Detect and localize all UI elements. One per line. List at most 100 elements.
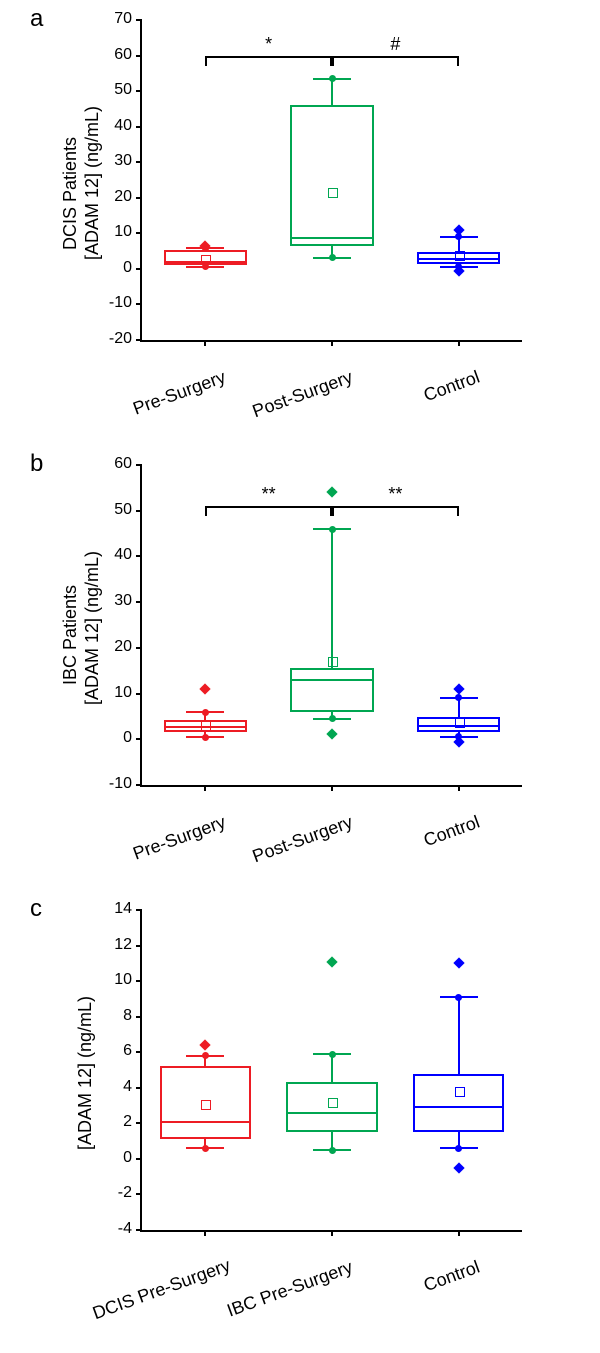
significance-label: ** [254, 484, 284, 505]
ytick-label: -20 [92, 330, 132, 348]
whisker-dot [329, 254, 336, 261]
figure: a -20-10010203040506070Pre-SurgeryPost-S… [0, 0, 600, 1353]
ytick-mark [136, 601, 142, 603]
outlier-marker [453, 1162, 464, 1173]
whisker [331, 79, 333, 106]
significance-label: * [254, 34, 284, 55]
whisker-dot [455, 694, 462, 701]
xtick-mark [458, 340, 460, 346]
ytick-mark [136, 90, 142, 92]
xtick-mark [204, 340, 206, 346]
ytick-mark [136, 1229, 142, 1231]
xtick-mark [458, 1230, 460, 1236]
mean-marker [201, 721, 211, 731]
x-category-label: Control [344, 812, 483, 880]
ytick-mark [136, 197, 142, 199]
whisker-dot [455, 994, 462, 1001]
panel-c-label: c [30, 895, 42, 923]
whisker-dot [329, 526, 336, 533]
mean-marker [455, 1087, 465, 1097]
outlier-marker [200, 683, 211, 694]
ytick-label: 0 [92, 1149, 132, 1167]
boxplot-box [413, 1074, 504, 1133]
median-line [286, 1112, 377, 1114]
xtick-mark [331, 340, 333, 346]
ytick-mark [136, 1051, 142, 1053]
ytick-mark [136, 510, 142, 512]
mean-marker [328, 188, 338, 198]
ytick-mark [136, 738, 142, 740]
median-line [290, 679, 374, 681]
outlier-marker [326, 487, 337, 498]
significance-label: # [380, 34, 410, 55]
ytick-mark [136, 1087, 142, 1089]
boxplot-box [290, 668, 374, 712]
whisker-dot [329, 1051, 336, 1058]
ytick-mark [136, 55, 142, 57]
boxplot-box [290, 105, 374, 245]
panel-a-plot: -20-10010203040506070Pre-SurgeryPost-Sur… [140, 20, 522, 342]
ytick-label: 4 [92, 1078, 132, 1096]
xtick-mark [204, 785, 206, 791]
ytick-mark [136, 232, 142, 234]
panel-b-plot: -100102030405060Pre-SurgeryPost-SurgeryC… [140, 465, 522, 787]
ytick-mark [136, 980, 142, 982]
ytick-mark [136, 1122, 142, 1124]
panel-a-label: a [30, 5, 43, 33]
whisker-dot [329, 75, 336, 82]
ytick-label: 60 [92, 46, 132, 64]
ytick-mark [136, 1016, 142, 1018]
ytick-label: 50 [92, 81, 132, 99]
x-category-label: Pre-Surgery [90, 812, 229, 880]
whisker-dot [329, 1147, 336, 1154]
ytick-mark [136, 339, 142, 341]
ytick-mark [136, 268, 142, 270]
ytick-mark [136, 161, 142, 163]
whisker-dot [202, 734, 209, 741]
panel-b-label: b [30, 450, 43, 478]
xtick-mark [204, 1230, 206, 1236]
ytick-mark [136, 647, 142, 649]
ytick-label: -4 [92, 1220, 132, 1238]
ytick-label: 14 [92, 900, 132, 918]
ytick-mark [136, 464, 142, 466]
outlier-marker [326, 956, 337, 967]
panel-b-ylabel1: IBC Patients [60, 585, 81, 685]
whisker-dot [455, 233, 462, 240]
ytick-mark [136, 909, 142, 911]
ytick-mark [136, 1193, 142, 1195]
whisker [458, 997, 460, 1073]
mean-marker [455, 718, 465, 728]
ytick-label: 8 [92, 1007, 132, 1025]
whisker-dot [329, 715, 336, 722]
mean-marker [201, 1100, 211, 1110]
significance-bracket [205, 56, 332, 58]
x-category-label: Post-Surgery [217, 367, 356, 435]
ytick-mark [136, 126, 142, 128]
whisker-dot [202, 709, 209, 716]
xtick-mark [331, 785, 333, 791]
whisker [331, 1054, 333, 1082]
median-line [413, 1106, 504, 1108]
whisker-dot [202, 263, 209, 270]
mean-marker [328, 1098, 338, 1108]
xtick-mark [458, 785, 460, 791]
xtick-mark [331, 1230, 333, 1236]
ytick-label: -10 [92, 294, 132, 312]
significance-bracket [332, 56, 459, 58]
whisker-dot [202, 245, 209, 252]
median-line [290, 237, 374, 239]
ytick-label: 0 [92, 259, 132, 277]
outlier-marker [453, 958, 464, 969]
x-category-label: Pre-Surgery [90, 367, 229, 435]
panel-a: a -20-10010203040506070Pre-SurgeryPost-S… [0, 0, 600, 430]
ytick-label: 2 [92, 1113, 132, 1131]
ytick-label: 0 [92, 729, 132, 747]
significance-bracket [332, 506, 459, 508]
x-category-label: Post-Surgery [217, 812, 356, 880]
panel-b: b -100102030405060Pre-SurgeryPost-Surger… [0, 445, 600, 875]
ytick-mark [136, 1158, 142, 1160]
mean-marker [455, 251, 465, 261]
whisker-dot [202, 1145, 209, 1152]
ytick-label: 70 [92, 10, 132, 28]
